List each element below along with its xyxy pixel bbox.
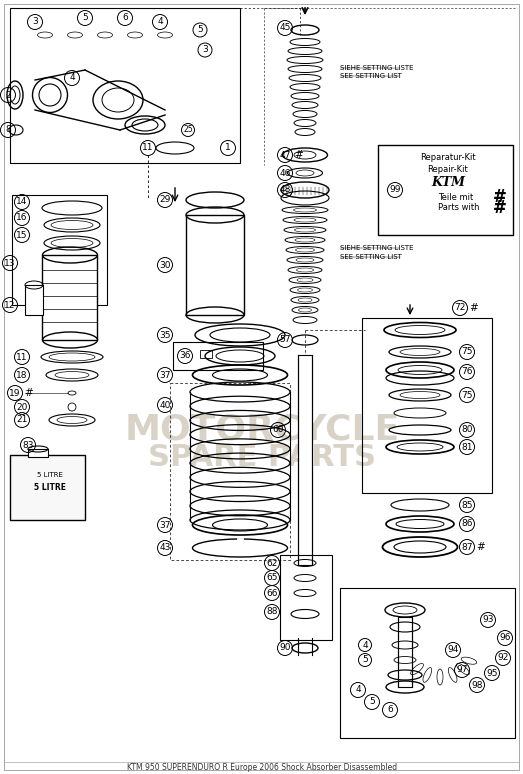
Text: SEE SETTING LIST: SEE SETTING LIST xyxy=(340,254,402,260)
Text: 5: 5 xyxy=(362,656,368,665)
Text: 14: 14 xyxy=(16,197,28,207)
Text: 65: 65 xyxy=(266,574,278,583)
Text: KTM: KTM xyxy=(431,176,465,189)
Text: 4: 4 xyxy=(362,641,368,649)
Bar xyxy=(10,8,240,163)
Text: 62: 62 xyxy=(266,559,278,567)
Text: 21: 21 xyxy=(16,416,28,424)
Bar xyxy=(25,285,43,315)
Text: 66: 66 xyxy=(266,588,278,598)
Text: 92: 92 xyxy=(497,653,509,663)
Text: 97: 97 xyxy=(456,666,468,674)
Text: 81: 81 xyxy=(461,443,473,451)
Bar xyxy=(280,555,332,640)
Text: 8: 8 xyxy=(5,125,11,135)
Text: 96: 96 xyxy=(499,633,511,642)
Text: 76: 76 xyxy=(461,368,473,376)
Text: 43: 43 xyxy=(160,543,170,553)
Text: MOTORCYCLE: MOTORCYCLE xyxy=(124,413,400,447)
Text: #: # xyxy=(476,542,485,552)
Text: 87: 87 xyxy=(461,543,473,552)
Bar xyxy=(200,350,212,358)
Text: 37: 37 xyxy=(159,520,170,529)
Text: Teile mit: Teile mit xyxy=(438,193,473,201)
Text: 46: 46 xyxy=(279,169,291,177)
Text: 20: 20 xyxy=(16,402,28,412)
Bar xyxy=(298,355,312,565)
Text: 48: 48 xyxy=(279,186,291,194)
Bar xyxy=(12,195,107,305)
Text: 88: 88 xyxy=(266,608,278,617)
Text: 83: 83 xyxy=(22,440,34,450)
Bar xyxy=(186,215,244,315)
Bar xyxy=(398,617,412,687)
Text: 5: 5 xyxy=(369,697,375,707)
Text: 4: 4 xyxy=(69,74,75,83)
Text: #: # xyxy=(493,188,507,206)
Text: 5: 5 xyxy=(82,13,88,22)
Text: 11: 11 xyxy=(16,352,28,361)
Text: #: # xyxy=(493,199,507,217)
Text: 40: 40 xyxy=(160,400,170,409)
Text: 45: 45 xyxy=(279,23,291,33)
Text: 3: 3 xyxy=(202,46,208,54)
Bar xyxy=(10,455,85,520)
Text: SEE SETTING LIST: SEE SETTING LIST xyxy=(340,73,402,79)
Text: 47: 47 xyxy=(279,150,291,159)
Text: 2: 2 xyxy=(5,91,11,100)
Text: SIEHE SETTING LISTE: SIEHE SETTING LISTE xyxy=(340,65,414,71)
Text: SIEHE SETTING LISTE: SIEHE SETTING LISTE xyxy=(340,245,414,251)
Text: 80: 80 xyxy=(461,426,473,434)
Text: 85: 85 xyxy=(461,501,473,509)
Text: 16: 16 xyxy=(16,214,28,222)
Text: 11: 11 xyxy=(142,143,154,152)
Text: 6: 6 xyxy=(122,13,128,22)
Text: 1: 1 xyxy=(225,143,231,152)
Text: 18: 18 xyxy=(16,371,28,379)
Text: 5 LITRE: 5 LITRE xyxy=(34,484,66,492)
Text: 30: 30 xyxy=(159,261,170,269)
Bar xyxy=(362,318,492,493)
Text: Repair-Kit: Repair-Kit xyxy=(428,165,469,173)
Text: 4: 4 xyxy=(157,18,163,26)
Text: 86: 86 xyxy=(461,519,473,529)
Text: 35: 35 xyxy=(159,330,170,340)
Bar xyxy=(378,145,513,235)
Text: 29: 29 xyxy=(160,196,170,204)
Text: 37: 37 xyxy=(159,371,170,379)
Bar xyxy=(173,342,263,370)
Text: 75: 75 xyxy=(461,391,473,399)
Text: 13: 13 xyxy=(4,259,16,268)
Text: 75: 75 xyxy=(461,348,473,357)
Text: 99: 99 xyxy=(389,186,401,194)
Text: Reparatur-Kit: Reparatur-Kit xyxy=(420,153,476,163)
Bar xyxy=(42,255,97,340)
Text: 93: 93 xyxy=(482,615,494,625)
Text: #: # xyxy=(470,303,478,313)
Text: 25: 25 xyxy=(183,125,193,135)
Text: 19: 19 xyxy=(9,389,21,398)
Text: KTM 950 SUPERENDURO R Europe 2006 Shock Absorber Disassembled: KTM 950 SUPERENDURO R Europe 2006 Shock … xyxy=(127,763,397,772)
Bar xyxy=(340,588,515,738)
Text: 60: 60 xyxy=(272,426,284,434)
Text: 36: 36 xyxy=(179,351,191,361)
Text: Parts with: Parts with xyxy=(438,204,480,213)
Text: 90: 90 xyxy=(279,643,291,652)
Bar xyxy=(28,449,48,457)
Text: 3: 3 xyxy=(32,18,38,26)
Text: 6: 6 xyxy=(387,705,393,714)
Text: 5: 5 xyxy=(197,26,203,35)
Text: SPARE PARTS: SPARE PARTS xyxy=(148,444,376,472)
Text: #: # xyxy=(25,388,33,398)
Text: 57: 57 xyxy=(279,335,291,344)
Text: 12: 12 xyxy=(4,300,16,310)
Text: 72: 72 xyxy=(454,303,465,313)
Text: 98: 98 xyxy=(471,680,483,690)
Text: 15: 15 xyxy=(16,231,28,239)
Text: #: # xyxy=(294,150,303,160)
Text: 5 LITRE: 5 LITRE xyxy=(37,472,63,478)
Text: 94: 94 xyxy=(447,646,459,655)
Text: 95: 95 xyxy=(486,669,498,677)
Text: 4: 4 xyxy=(355,686,361,694)
